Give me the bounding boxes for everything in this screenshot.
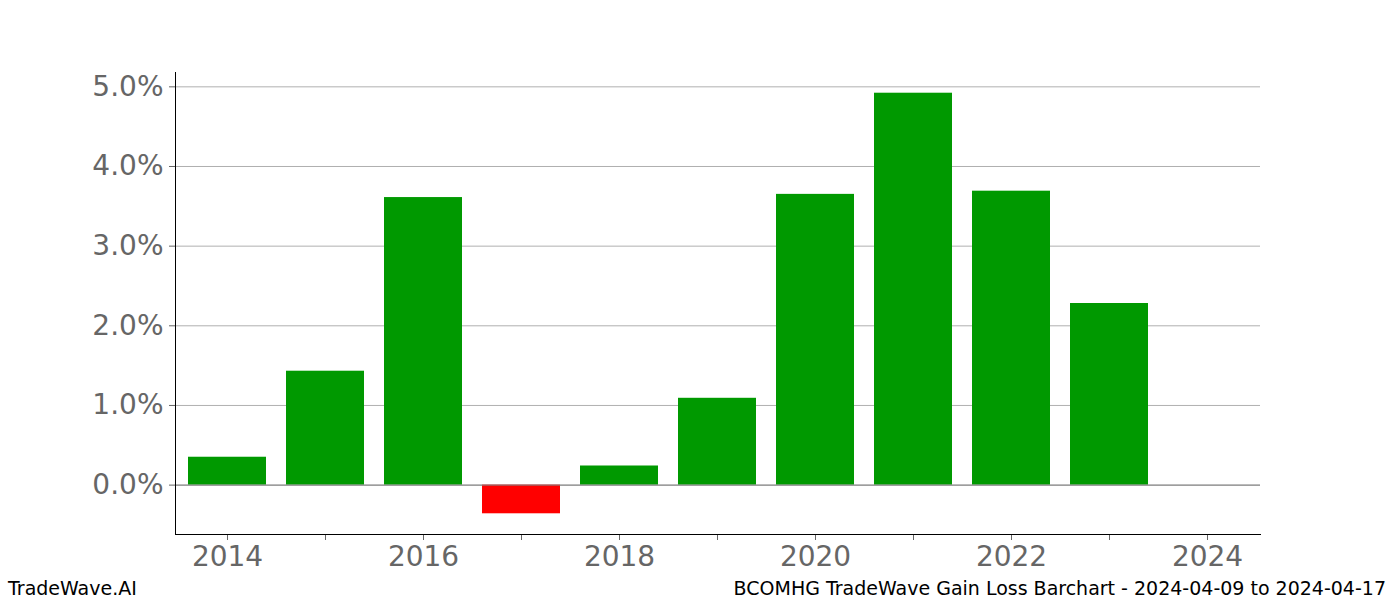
svg-text:2014: 2014 — [192, 540, 263, 573]
svg-text:2018: 2018 — [584, 540, 655, 573]
svg-text:2.0%: 2.0% — [92, 309, 163, 342]
svg-text:1.0%: 1.0% — [92, 388, 163, 421]
svg-text:2016: 2016 — [388, 540, 459, 573]
svg-text:0.0%: 0.0% — [92, 468, 163, 501]
svg-text:4.0%: 4.0% — [92, 149, 163, 182]
html-text:BCOMHG TradeWave Gain Loss Bar: BCOMHG TradeWave Gain Loss Barchart - 20… — [733, 576, 1386, 599]
svg-text:5.0%: 5.0% — [92, 70, 163, 103]
svg-text:2022: 2022 — [976, 540, 1047, 573]
svg-text:3.0%: 3.0% — [92, 229, 163, 262]
svg-text:2024: 2024 — [1172, 540, 1243, 573]
html-text:TradeWave.AI: TradeWave.AI — [8, 576, 137, 599]
svg-text:2020: 2020 — [780, 540, 851, 573]
